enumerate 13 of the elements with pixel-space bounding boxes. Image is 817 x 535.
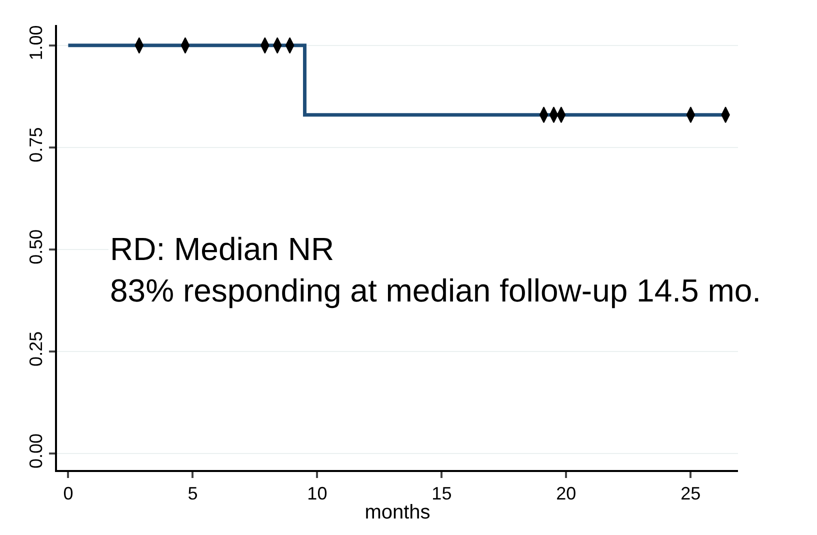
- x-tick-label: 0: [63, 484, 74, 504]
- annotation: RD: Median NR 83% responding at median follow-up 14.5 mo.: [110, 231, 762, 309]
- x-tick-label: 20: [556, 484, 576, 504]
- y-tick-label: 0.50: [26, 229, 46, 264]
- x-tick-label: 5: [188, 484, 198, 504]
- y-tick-label: 1.00: [26, 25, 46, 60]
- x-tick-label: 15: [432, 484, 452, 504]
- x-tick-label: 25: [680, 484, 701, 504]
- y-tick-label: 0.25: [26, 331, 46, 366]
- y-tick-label: 0.00: [26, 433, 46, 468]
- y-tick-label: 0.75: [26, 127, 46, 162]
- x-axis-title: months: [364, 502, 430, 524]
- x-tick-label: 10: [307, 484, 328, 504]
